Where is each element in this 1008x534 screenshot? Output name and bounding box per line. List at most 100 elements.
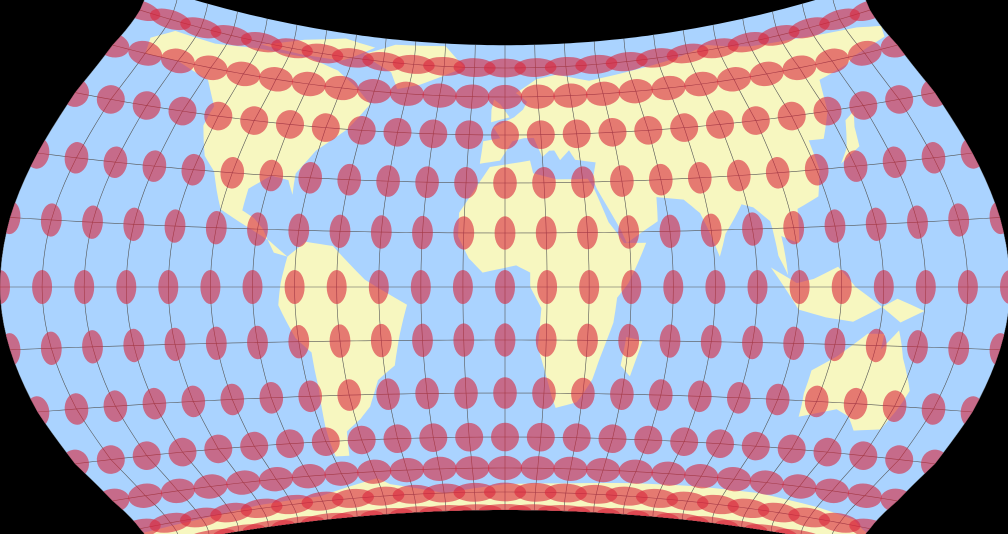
tissot-ellipse: [160, 48, 195, 74]
tissot-ellipse: [813, 437, 842, 467]
tissot-ellipse: [670, 113, 699, 142]
tissot-ellipse: [288, 213, 310, 247]
tissot-ellipse: [745, 524, 797, 534]
tissot-ellipse: [535, 216, 557, 250]
tissot-ellipse: [921, 142, 946, 174]
tissot-ellipse: [142, 387, 167, 420]
tissot-ellipse: [168, 96, 197, 126]
tissot-ellipse: [193, 55, 228, 81]
tissot-ellipse: [412, 323, 433, 357]
tissot-ellipse: [907, 205, 928, 239]
tissot-ellipse: [347, 425, 376, 455]
tissot-ellipse: [610, 378, 634, 410]
tissot-ellipse: [742, 325, 763, 360]
tissot-ellipse: [520, 456, 555, 481]
tissot-ellipse: [804, 153, 829, 186]
tissot-ellipse: [824, 209, 846, 243]
tissot-ellipse: [347, 116, 376, 145]
tissot-ellipse: [575, 484, 618, 504]
tissot-ellipse: [240, 431, 269, 461]
tissot-ellipse: [705, 270, 726, 304]
tissot-ellipse: [455, 422, 484, 452]
tissot-ellipse: [220, 383, 245, 416]
tissot-ellipse: [716, 467, 752, 492]
tissot-ellipse: [544, 483, 587, 503]
tissot-ellipse: [618, 459, 653, 484]
tissot-ellipse: [422, 83, 457, 108]
tissot-ellipse: [204, 434, 233, 464]
tissot-ellipse: [885, 445, 914, 474]
tissot-ellipse: [605, 486, 648, 506]
tissot-ellipse: [415, 377, 439, 410]
tissot-ellipse: [526, 120, 555, 149]
tissot-ellipse: [957, 270, 978, 304]
tissot-ellipse: [700, 325, 722, 359]
tissot-ellipse: [598, 118, 627, 147]
tissot-ellipse: [663, 270, 684, 304]
tissot-ellipse: [142, 150, 167, 182]
tissot-ellipse: [376, 378, 400, 410]
tissot-ellipse: [357, 79, 392, 104]
tissot-ellipse: [777, 434, 806, 464]
tissot-ellipse: [659, 324, 681, 358]
tissot-ellipse: [205, 211, 227, 245]
tissot-ellipse: [843, 387, 868, 420]
tissot-ellipse: [258, 67, 294, 92]
tissot-ellipse: [575, 54, 618, 74]
tissot-ellipse: [610, 165, 634, 197]
tissot-ellipse: [915, 270, 936, 304]
tissot-ellipse: [491, 120, 519, 150]
tissot-ellipse: [747, 270, 768, 304]
tissot-ellipse: [783, 326, 805, 360]
tissot-ellipse: [96, 85, 125, 114]
tissot-ellipse: [96, 445, 125, 474]
tissot-ellipse: [885, 85, 914, 114]
tissot-ellipse: [865, 328, 887, 363]
tissot-ellipse: [537, 270, 558, 304]
tissot-ellipse: [164, 209, 186, 243]
tissot-ellipse: [123, 328, 145, 363]
tissot-ellipse: [32, 270, 53, 304]
tissot-ellipse: [618, 215, 640, 249]
tissot-ellipse: [291, 71, 326, 97]
tissot-ellipse: [324, 461, 359, 486]
tissot-ellipse: [687, 162, 712, 194]
tissot-ellipse: [455, 84, 490, 109]
tissot-ellipse: [514, 58, 557, 78]
tissot-ellipse: [288, 325, 310, 359]
tissot-ellipse: [847, 40, 882, 66]
tissot-ellipse: [495, 270, 515, 304]
tissot-ellipse: [284, 270, 305, 304]
tissot-ellipse: [452, 270, 473, 304]
tissot-ellipse: [882, 146, 907, 178]
tissot-ellipse: [526, 422, 555, 452]
tissot-ellipse: [132, 91, 161, 120]
tissot-ellipse: [824, 327, 846, 362]
tissot-ellipse: [82, 330, 103, 364]
tissot-ellipse: [577, 215, 598, 250]
tissot-ellipse: [220, 157, 245, 189]
tissot-ellipse: [659, 214, 681, 248]
tissot-ellipse: [483, 58, 527, 78]
tissot-ellipse: [275, 110, 305, 139]
tissot-ellipse: [598, 424, 627, 453]
tissot-ellipse: [164, 327, 186, 362]
tissot-ellipse: [483, 482, 527, 502]
tissot-ellipse: [329, 214, 351, 248]
tissot-ellipse: [128, 483, 163, 508]
tissot-ellipse: [726, 382, 751, 414]
tissot-ellipse: [553, 83, 588, 108]
tissot-ellipse: [493, 167, 517, 199]
tissot-ellipse: [813, 96, 842, 126]
tissot-ellipse: [415, 166, 439, 198]
tissot-ellipse: [74, 270, 95, 304]
tissot-ellipse: [819, 8, 861, 31]
tissot-ellipse: [226, 61, 261, 87]
tissot-ellipse: [634, 425, 663, 455]
tissot-ellipse: [271, 494, 314, 515]
tissot-ellipse: [487, 455, 523, 481]
tissot-ellipse: [455, 120, 484, 149]
tissot-ellipse: [783, 211, 805, 245]
tissot-ellipse: [948, 203, 970, 237]
tissot-ellipse: [168, 437, 197, 467]
